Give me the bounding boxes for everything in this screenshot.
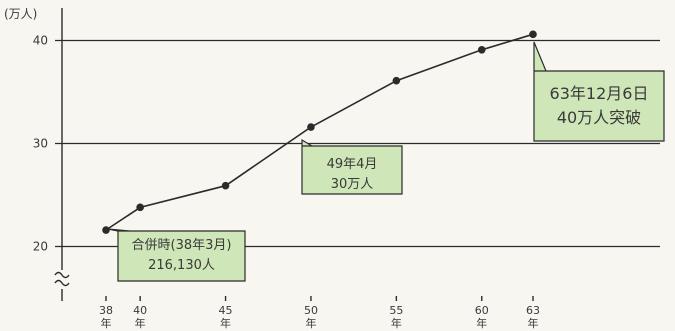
annotation-text: 63年12月6日 xyxy=(550,84,649,103)
callout-box xyxy=(107,228,246,282)
x-tick-label-60: 60 年 xyxy=(475,304,489,330)
y-tick-label-30: 30 xyxy=(33,137,48,151)
callout-box xyxy=(533,41,665,142)
annotation-text: 合併時(38年3月) xyxy=(132,238,232,253)
data-points xyxy=(102,30,537,234)
x-tick-label-45: 45 年 xyxy=(219,304,233,330)
annotation-text: 30万人 xyxy=(331,177,374,192)
data-point-38 xyxy=(102,226,110,234)
data-point-50 xyxy=(307,123,315,131)
x-tick-labels: 38 年 40 年 45 年 50 年 55 年 60 年 63 年 xyxy=(99,296,540,330)
axes xyxy=(54,8,70,301)
annotation-text: 40万人突破 xyxy=(557,108,641,127)
annotation-400k: 63年12月6日 40万人突破 xyxy=(533,41,665,142)
x-tick-label-38: 38 年 xyxy=(99,304,113,330)
annotation-text: 49年4月 xyxy=(327,157,378,172)
x-tick-label-55: 55 年 xyxy=(389,304,403,330)
y-unit-label: (万人) xyxy=(4,7,37,21)
callout-box xyxy=(301,138,403,195)
y-tick-label-40: 40 xyxy=(33,34,48,48)
x-tick-label-63: 63 年 xyxy=(526,304,540,330)
annotation-merger: 合併時(38年3月) 216,130人 xyxy=(107,228,246,282)
x-tick-label-50: 50 年 xyxy=(304,304,318,330)
series-line xyxy=(105,33,534,231)
annotation-300k: 49年4月 30万人 xyxy=(301,138,403,195)
data-point-40 xyxy=(136,203,144,212)
data-point-63 xyxy=(529,30,537,39)
data-point-45 xyxy=(221,181,230,190)
data-point-60 xyxy=(477,45,486,54)
annotation-text: 216,130人 xyxy=(148,258,215,273)
y-tick-labels: 20 30 40 xyxy=(33,34,48,254)
y-tick-label-20: 20 xyxy=(33,240,48,254)
annotations: 合併時(38年3月) 216,130人 49年4月 30万人 63年12月6日 40万人突… xyxy=(107,41,665,282)
axis-break-symbol xyxy=(54,271,70,287)
data-point-55 xyxy=(392,76,401,85)
x-tick-label-40: 40 年 xyxy=(133,304,147,330)
